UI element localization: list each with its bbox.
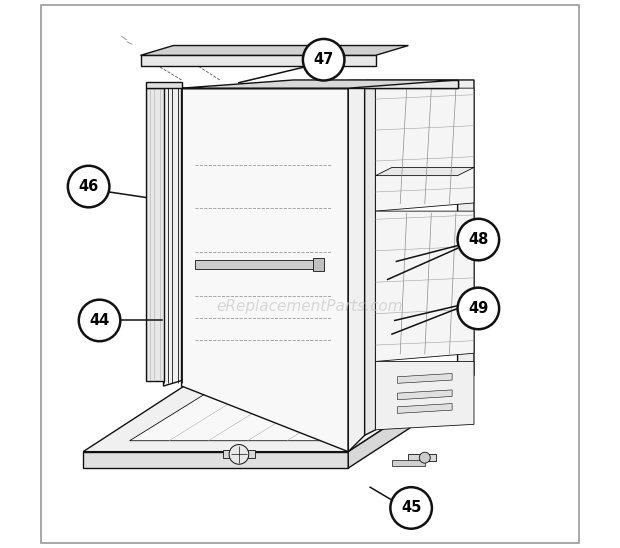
Circle shape — [458, 219, 499, 260]
Polygon shape — [409, 454, 436, 461]
Polygon shape — [164, 88, 182, 386]
Polygon shape — [376, 167, 474, 175]
Polygon shape — [182, 80, 458, 88]
Circle shape — [391, 487, 432, 529]
Polygon shape — [365, 80, 458, 88]
Polygon shape — [376, 211, 474, 362]
Circle shape — [229, 444, 249, 464]
Polygon shape — [195, 260, 316, 269]
Polygon shape — [182, 88, 348, 452]
Circle shape — [419, 452, 430, 463]
Polygon shape — [397, 403, 452, 413]
Text: 45: 45 — [401, 500, 422, 516]
Text: eReplacementParts.com: eReplacementParts.com — [216, 299, 404, 315]
Polygon shape — [146, 82, 182, 88]
Text: 46: 46 — [79, 179, 99, 194]
Circle shape — [68, 166, 109, 207]
Text: 49: 49 — [468, 301, 489, 316]
Polygon shape — [348, 88, 365, 452]
Polygon shape — [182, 80, 458, 88]
Polygon shape — [141, 55, 376, 66]
Polygon shape — [376, 362, 474, 430]
Polygon shape — [458, 80, 474, 381]
Polygon shape — [365, 85, 376, 435]
Polygon shape — [312, 258, 324, 271]
Text: 44: 44 — [89, 313, 110, 328]
Circle shape — [79, 300, 120, 341]
Circle shape — [303, 39, 345, 81]
Polygon shape — [141, 45, 409, 55]
Polygon shape — [223, 450, 255, 458]
Text: 47: 47 — [314, 52, 334, 67]
Circle shape — [458, 288, 499, 329]
Polygon shape — [130, 390, 409, 441]
Polygon shape — [397, 374, 452, 383]
Polygon shape — [392, 460, 425, 466]
Polygon shape — [348, 381, 458, 468]
Text: 48: 48 — [468, 232, 489, 247]
Polygon shape — [376, 88, 474, 211]
Polygon shape — [146, 88, 164, 381]
Polygon shape — [397, 390, 452, 399]
Polygon shape — [83, 452, 348, 468]
Polygon shape — [83, 381, 458, 452]
